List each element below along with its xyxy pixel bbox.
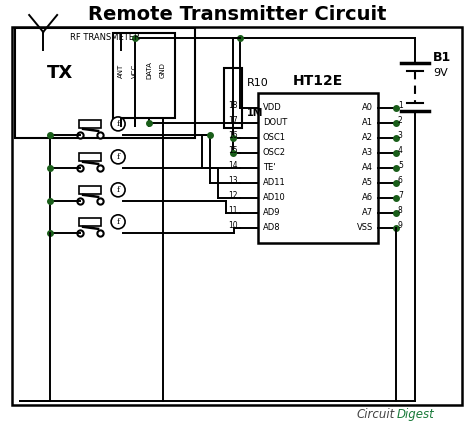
Text: 12: 12	[228, 191, 238, 201]
Text: 8: 8	[398, 206, 402, 215]
Circle shape	[111, 117, 125, 131]
Text: ANT: ANT	[118, 63, 124, 77]
Text: 9: 9	[398, 221, 403, 230]
Bar	[15, 28, 195, 138]
Text: AD10: AD10	[263, 193, 286, 202]
Text: B1: B1	[433, 52, 451, 64]
Text: A1: A1	[362, 118, 373, 127]
Text: 1: 1	[398, 102, 402, 110]
Text: RF TRANSMETER: RF TRANSMETER	[70, 33, 140, 42]
Text: 6: 6	[398, 176, 403, 185]
Text: DOUT: DOUT	[263, 118, 287, 127]
Text: 18: 18	[228, 102, 238, 110]
Text: Circuit: Circuit	[356, 408, 395, 421]
Bar	[12, 27, 462, 405]
Text: Remote Transmitter Circuit: Remote Transmitter Circuit	[88, 5, 386, 25]
Text: VSS: VSS	[356, 223, 373, 232]
Text: 10: 10	[228, 221, 238, 230]
Text: 14: 14	[228, 161, 238, 170]
Text: AD9: AD9	[263, 209, 281, 217]
Text: A3: A3	[362, 148, 373, 157]
Text: AD11: AD11	[263, 179, 286, 187]
Text: A6: A6	[362, 193, 373, 202]
Circle shape	[111, 215, 125, 229]
Bar	[258, 93, 378, 243]
Text: f: f	[117, 153, 119, 161]
Bar	[79, 186, 101, 194]
Bar	[79, 153, 101, 161]
Text: VDD: VDD	[263, 103, 282, 113]
Text: 11: 11	[228, 206, 238, 215]
Text: 15: 15	[228, 146, 238, 155]
Text: 5: 5	[398, 161, 403, 170]
Circle shape	[111, 183, 125, 197]
Text: 7: 7	[398, 191, 403, 201]
Text: DATA: DATA	[146, 61, 152, 80]
Text: AD8: AD8	[263, 223, 281, 232]
Text: HT12E: HT12E	[293, 74, 343, 88]
Text: f: f	[117, 186, 119, 194]
Text: OSC2: OSC2	[263, 148, 286, 157]
Text: 4: 4	[398, 146, 403, 155]
Bar	[224, 68, 242, 128]
Text: f: f	[117, 120, 119, 128]
Text: R10: R10	[247, 78, 269, 88]
Text: 9V: 9V	[433, 68, 447, 78]
Bar	[79, 120, 101, 128]
Text: A4: A4	[362, 163, 373, 172]
Text: A2: A2	[362, 133, 373, 143]
Text: TE': TE'	[263, 163, 275, 172]
Text: f: f	[117, 218, 119, 226]
Text: 3: 3	[398, 132, 403, 140]
Text: 13: 13	[228, 176, 238, 185]
Text: OSC1: OSC1	[263, 133, 286, 143]
Text: TX: TX	[47, 64, 73, 82]
Circle shape	[111, 150, 125, 164]
Text: 1M: 1M	[247, 108, 264, 118]
Text: GND: GND	[160, 63, 166, 78]
Text: A7: A7	[362, 209, 373, 217]
Text: 2: 2	[398, 116, 402, 125]
Bar	[79, 218, 101, 226]
Text: 16: 16	[228, 132, 238, 140]
Text: VCC: VCC	[132, 63, 138, 77]
Text: 17: 17	[228, 116, 238, 125]
Text: Digest: Digest	[397, 408, 435, 421]
Text: A0: A0	[362, 103, 373, 113]
Bar	[113, 33, 175, 118]
Text: A5: A5	[362, 179, 373, 187]
